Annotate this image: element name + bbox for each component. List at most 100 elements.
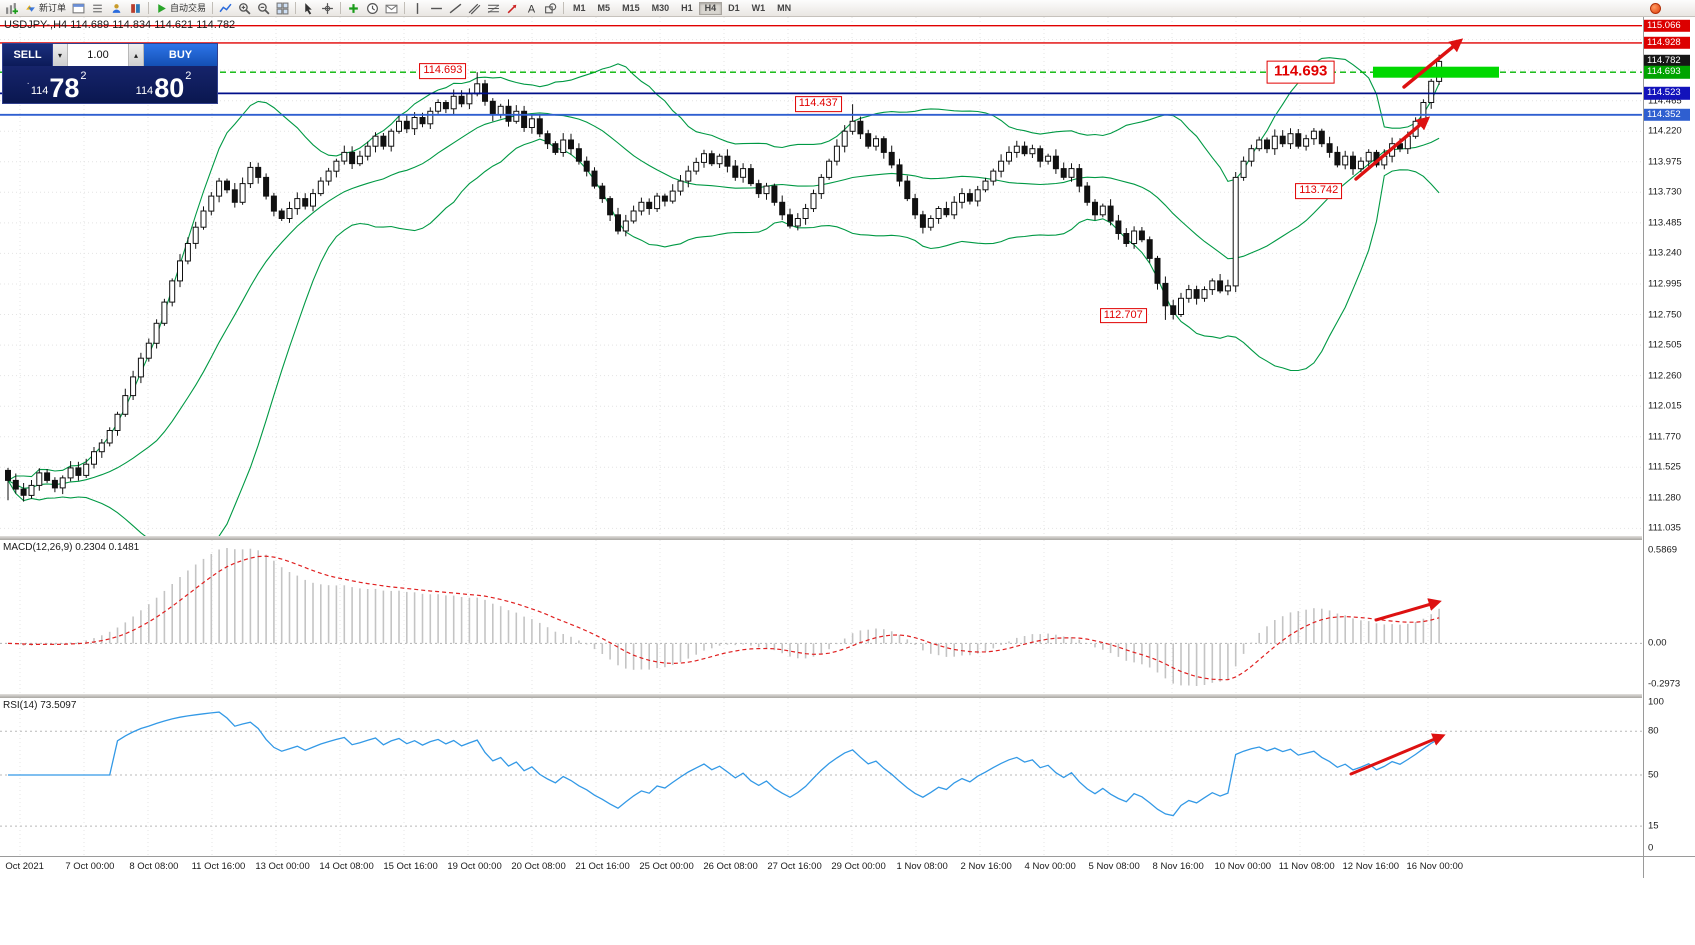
chart-price-label-114693-4[interactable]: 114.693 <box>1266 60 1335 84</box>
timeframe-h1-button[interactable]: H1 <box>675 2 699 15</box>
price-label-level-navy: 114.523 <box>1644 87 1690 100</box>
market-watch-button[interactable] <box>88 1 107 16</box>
new-chart-button[interactable] <box>2 1 21 16</box>
fibonacci-retracement-button[interactable] <box>484 1 503 16</box>
indicators-list-button[interactable] <box>216 1 235 16</box>
cursor-button[interactable] <box>299 1 318 16</box>
zoom-out-button[interactable] <box>254 1 273 16</box>
time-tick-10: 25 Oct 00:00 <box>639 861 694 872</box>
price-tick-112505: 112.505 <box>1648 339 1682 351</box>
time-tick-7: 19 Oct 00:00 <box>447 861 502 872</box>
timeframe-h4-button[interactable]: H4 <box>698 1 723 15</box>
price-tick-111280: 111.280 <box>1648 492 1681 504</box>
rsi-tick-80: 80 <box>1648 725 1659 737</box>
trendline-icon <box>449 2 462 15</box>
sell-price-display[interactable]: · 114 78 2 <box>3 66 110 103</box>
chart-price-label-114693-0[interactable]: 114.693 <box>419 62 467 79</box>
indicators-list-icon <box>219 2 232 15</box>
candlestick-series <box>5 54 1443 502</box>
crosshair-button[interactable] <box>318 1 337 16</box>
trend-arrow-main-2[interactable] <box>1402 38 1464 89</box>
timeframe-m30-button[interactable]: M30 <box>646 2 676 15</box>
auto-trading-button[interactable]: 自动交易 <box>152 1 209 16</box>
time-tick-3: 11 Oct 16:00 <box>191 861 246 872</box>
price-label-current-price: 114.782 <box>1644 54 1690 68</box>
volume-down-button[interactable]: ▾ <box>53 44 68 66</box>
main-chart-canvas[interactable]: USDJPY-,H4 114.689 114.834 114.621 114.7… <box>0 17 1642 536</box>
rsi-panel[interactable]: RSI(14) 73.5097 <box>0 698 1642 856</box>
time-tick-22: 16 Nov 00:00 <box>1406 861 1464 872</box>
horizontal-line-button[interactable] <box>427 1 446 16</box>
add-indicator-icon <box>347 2 360 15</box>
buy-button[interactable]: BUY <box>144 44 217 66</box>
tile-windows-button[interactable] <box>273 1 292 16</box>
timeframe-w1-button[interactable]: W1 <box>746 2 772 15</box>
timeframe-m15-button[interactable]: M15 <box>616 2 646 15</box>
price-tick-112015: 112.015 <box>1648 400 1682 412</box>
add-indicator-button[interactable] <box>344 1 363 16</box>
zoom-in-button[interactable] <box>235 1 254 16</box>
timeframe-m5-button[interactable]: M5 <box>592 2 617 15</box>
supply-zone-highlight[interactable] <box>1373 66 1499 78</box>
price-tick-113730: 113.730 <box>1648 186 1682 198</box>
timeframe-m1-button[interactable]: M1 <box>567 2 592 15</box>
new-order-button[interactable]: 新订单 <box>21 1 69 16</box>
time-tick-14: 1 Nov 08:00 <box>896 861 948 872</box>
bollinger-middle-band <box>7 112 1440 489</box>
toolbar-separator <box>295 2 297 14</box>
volume-up-button[interactable]: ▴ <box>129 44 144 66</box>
price-tick-114220: 114.220 <box>1648 125 1682 137</box>
equidistant-channel-button[interactable] <box>465 1 484 16</box>
draw-arrows-icon <box>506 2 519 15</box>
shapes-button[interactable] <box>541 1 560 16</box>
time-tick-6: 15 Oct 16:00 <box>383 861 438 872</box>
macd-panel[interactable]: MACD(12,26,9) 0.2304 0.1481 <box>0 540 1642 694</box>
time-tick-4: 13 Oct 00:00 <box>255 861 310 872</box>
one-click-trading-widget: SELL ▾ ▴ BUY · 114 78 2 114 80 2 <box>2 43 218 104</box>
chart-price-label-113742-3[interactable]: 113.742 <box>1295 182 1343 199</box>
trend-arrow-rsi[interactable] <box>1349 733 1446 776</box>
navigator-icon <box>110 2 123 15</box>
trend-arrow-macd[interactable] <box>1374 598 1442 622</box>
rsi-line <box>8 711 1440 817</box>
chart-price-label-112707-2[interactable]: 112.707 <box>1099 307 1147 324</box>
trendline-button[interactable] <box>446 1 465 16</box>
timeframe-d1-button[interactable]: D1 <box>722 2 746 15</box>
sell-button[interactable]: SELL <box>3 44 53 66</box>
market-watch-icon <box>91 2 104 15</box>
sell-price-pips: 78 <box>49 73 80 104</box>
text-label-icon: A <box>525 2 538 15</box>
new-order-label: 新订单 <box>39 2 67 13</box>
macd-tick-2: -0.2973 <box>1648 678 1681 690</box>
toolbar-separator <box>340 2 342 14</box>
new-chart-icon <box>5 2 18 15</box>
period-clock-button[interactable] <box>363 1 382 16</box>
time-tick-21: 12 Nov 16:00 <box>1342 861 1400 872</box>
timeframe-mn-button[interactable]: MN <box>771 2 797 15</box>
vertical-line-button[interactable] <box>408 1 427 16</box>
chart-price-label-114437-1[interactable]: 114.437 <box>794 95 842 112</box>
macd-tick-0: 0.5869 <box>1648 544 1678 556</box>
profiles-button[interactable] <box>69 1 88 16</box>
navigator-button[interactable] <box>107 1 126 16</box>
time-tick-16: 4 Nov 00:00 <box>1024 861 1076 872</box>
price-tick-112260: 112.260 <box>1648 370 1682 382</box>
panel-separator-macd[interactable] <box>0 536 1642 540</box>
mailbox-button[interactable] <box>382 1 401 16</box>
time-tick-13: 29 Oct 00:00 <box>831 861 886 872</box>
buy-price-display[interactable]: 114 80 2 <box>110 66 217 103</box>
rsi-tick-50: 50 <box>1648 769 1659 781</box>
fibonacci-retracement-icon <box>487 2 500 15</box>
macd-signal-line <box>7 555 1440 681</box>
time-tick-0: Oct 2021 <box>5 861 44 872</box>
price-tick-112750: 112.750 <box>1648 309 1682 321</box>
time-tick-17: 5 Nov 08:00 <box>1088 861 1140 872</box>
terminal-button[interactable] <box>126 1 145 16</box>
panel-separator-rsi[interactable] <box>0 694 1642 698</box>
draw-arrows-button[interactable] <box>503 1 522 16</box>
notification-icon[interactable] <box>1650 3 1661 14</box>
text-label-button[interactable]: A <box>522 1 541 16</box>
cursor-icon <box>302 2 315 15</box>
trend-arrow-main-1[interactable] <box>1354 116 1431 181</box>
volume-input[interactable] <box>68 44 129 66</box>
